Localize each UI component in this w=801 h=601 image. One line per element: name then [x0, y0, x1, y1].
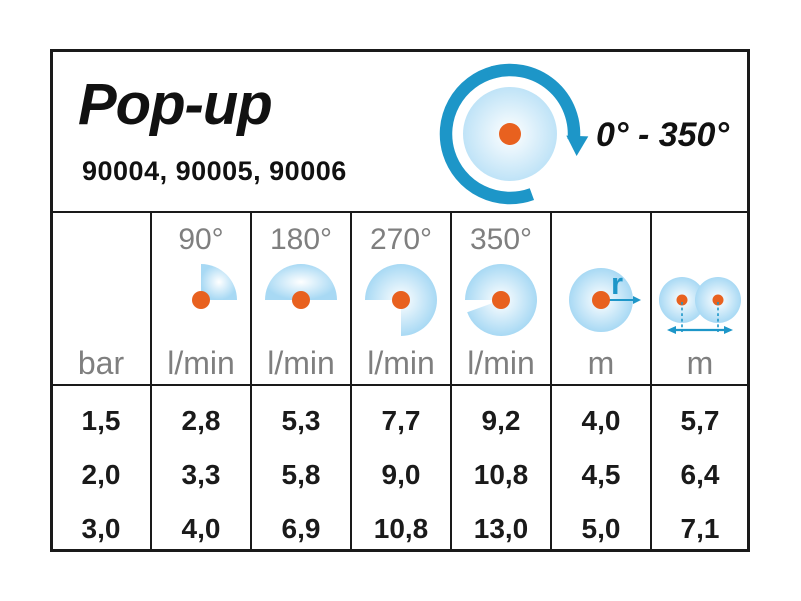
svg-text:r: r — [611, 266, 623, 301]
